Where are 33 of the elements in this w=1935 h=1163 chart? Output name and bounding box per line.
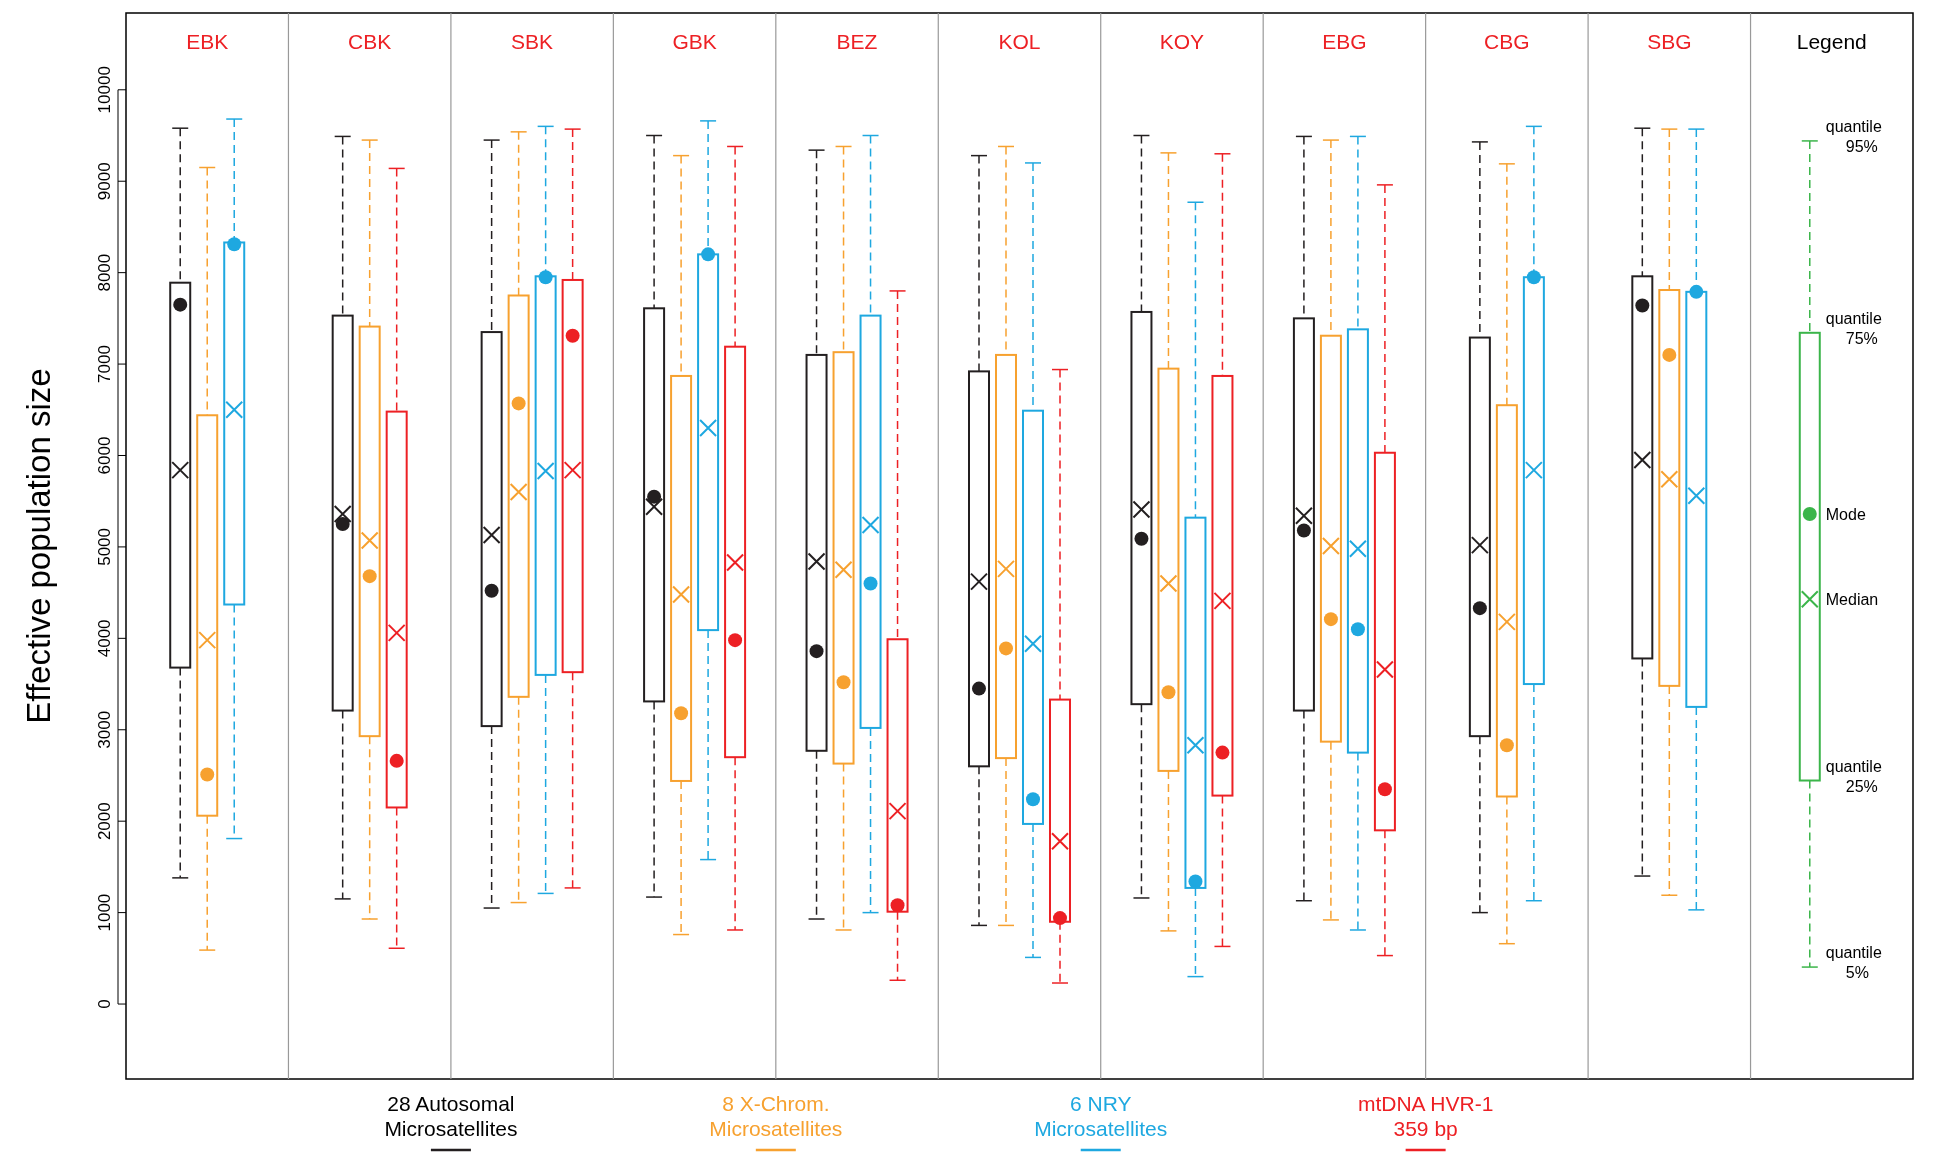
x-tick-label: KOL xyxy=(998,30,1041,53)
x-tick-label: KOY xyxy=(1159,30,1205,53)
y-tick-label: 4000 xyxy=(95,619,114,658)
text: mtDNA HVR-1 359 bp xyxy=(1357,1092,1494,1140)
text: 8 X-Chrom. Microsatellites xyxy=(709,1092,843,1140)
y-tick-label: 9000 xyxy=(95,162,114,201)
text: Legend xyxy=(1796,30,1867,53)
x-tick-label: EBK xyxy=(186,30,229,53)
text: 28 Autosomal Microsatellites xyxy=(384,1092,518,1140)
y-tick-label: 7000 xyxy=(95,345,114,383)
text: quantile 25% xyxy=(1825,757,1882,795)
y-tick-label: 6000 xyxy=(95,436,114,475)
y-axis-title: Effective population size xyxy=(20,368,57,724)
text: quantile 75% xyxy=(1825,309,1882,347)
x-tick-label: SBG xyxy=(1647,30,1692,53)
text: quantile 5% xyxy=(1825,944,1882,982)
y-tick-label: 2000 xyxy=(95,802,114,841)
text: Median xyxy=(1825,591,1879,609)
y-tick-label: 3000 xyxy=(95,710,114,749)
text: Mode xyxy=(1825,506,1866,524)
y-tick-label: 1000 xyxy=(95,893,114,932)
y-tick-label: 10000 xyxy=(95,66,114,114)
x-tick-label: EBG xyxy=(1322,30,1367,53)
text: 6 NRY Microsatellites xyxy=(1034,1092,1168,1140)
y-tick-label: 8000 xyxy=(95,253,114,292)
x-tick-label: SBK xyxy=(511,30,554,53)
x-tick-label: GBK xyxy=(672,30,717,53)
y-tick-label: 0 xyxy=(95,999,114,1009)
x-tick-label: CBK xyxy=(348,30,392,53)
x-tick-label: CBG xyxy=(1484,30,1530,53)
y-tick-label: 5000 xyxy=(95,528,114,566)
x-tick-label: BEZ xyxy=(836,30,878,53)
text: quantile 95% xyxy=(1825,117,1882,155)
